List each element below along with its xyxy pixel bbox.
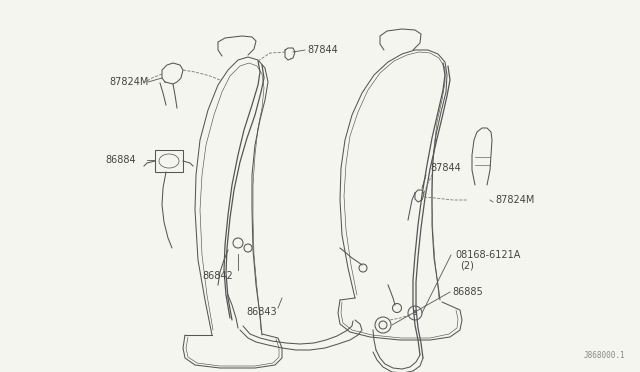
Text: J868000.1: J868000.1: [584, 351, 625, 360]
Text: 87844: 87844: [307, 45, 338, 55]
Text: 86884: 86884: [105, 155, 136, 165]
Text: 86843: 86843: [246, 307, 277, 317]
Text: 87824M: 87824M: [495, 195, 534, 205]
Text: 86885: 86885: [452, 287, 483, 297]
Text: 08168-6121A: 08168-6121A: [455, 250, 520, 260]
Text: 87844: 87844: [430, 163, 461, 173]
Text: 87824M: 87824M: [109, 77, 148, 87]
Text: (2): (2): [460, 260, 474, 270]
Text: S: S: [413, 310, 417, 316]
Text: 86842: 86842: [203, 271, 234, 281]
